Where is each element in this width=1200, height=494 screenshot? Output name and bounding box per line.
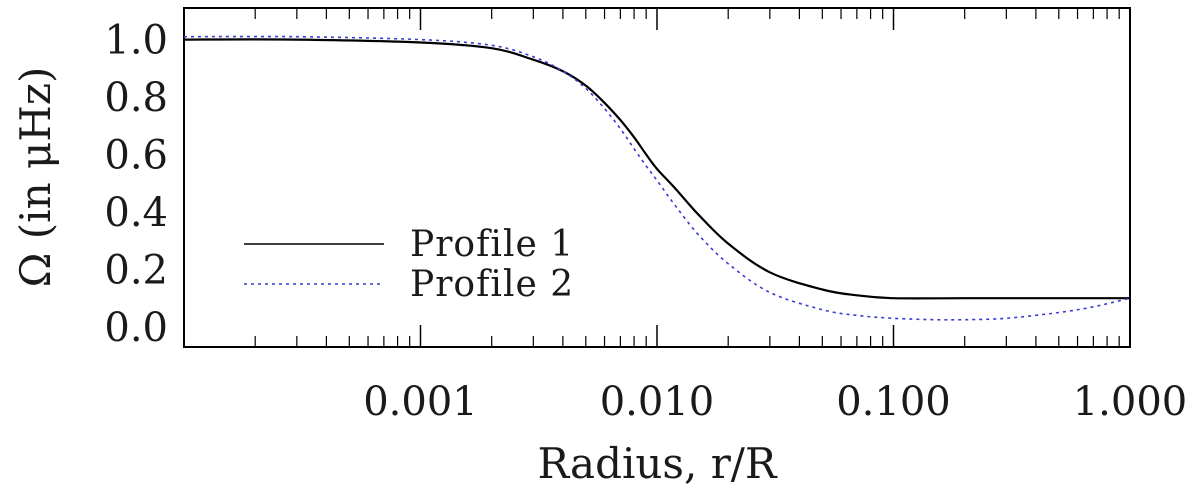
y-tick-label: 1.0	[104, 18, 168, 64]
y-axis-title: Ω (in μHz)	[11, 67, 60, 288]
plot-frame	[183, 7, 1131, 348]
x-tick-label: 1.000	[1073, 379, 1188, 425]
legend-label: Profile 2	[410, 264, 574, 305]
series-layer	[183, 35, 1131, 321]
x-tick-label: 0.100	[836, 379, 951, 425]
series-line-profile-2	[183, 35, 1131, 321]
y-tick-label: 0.4	[104, 190, 168, 236]
y-tick-label: 0.0	[104, 305, 168, 351]
y-tick-label: 0.6	[104, 133, 168, 179]
plot-area	[183, 7, 1131, 348]
x-tick-labels: 0.001 0.010 0.100 1.000	[363, 379, 1187, 425]
series-line-profile-1	[183, 38, 1130, 300]
legend-label: Profile 1	[410, 224, 574, 265]
x-tick-label: 0.010	[600, 379, 715, 425]
x-tick-label: 0.001	[363, 379, 478, 425]
y-tick-label: 0.8	[104, 75, 168, 121]
y-tick-labels: 0.0 0.2 0.4 0.6 0.8 1.0	[104, 18, 168, 351]
ticks-layer	[183, 8, 1131, 347]
x-axis-title: Radius, r/R	[537, 439, 777, 488]
y-tick-label: 0.2	[104, 247, 168, 293]
